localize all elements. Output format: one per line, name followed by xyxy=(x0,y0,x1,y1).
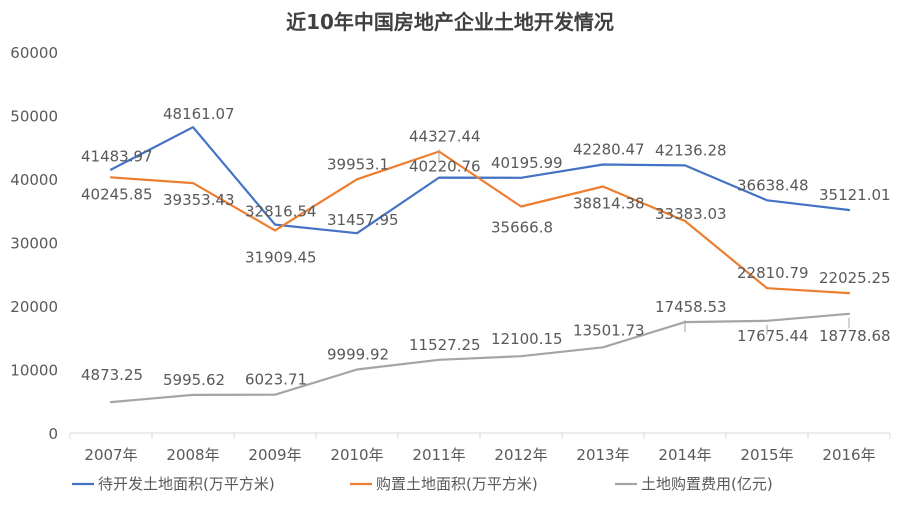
data-label: 5995.62 xyxy=(163,371,225,389)
data-label: 42280.47 xyxy=(573,141,645,159)
data-label: 32816.54 xyxy=(245,203,317,221)
x-tick-label: 2009年 xyxy=(248,446,301,464)
data-label: 33383.03 xyxy=(655,205,727,223)
data-label: 13501.73 xyxy=(573,321,645,339)
data-label: 48161.07 xyxy=(163,105,235,123)
legend-label: 待开发土地面积(万平方米) xyxy=(98,475,275,493)
x-tick-label: 2015年 xyxy=(740,446,793,464)
x-tick-label: 2008年 xyxy=(166,446,219,464)
y-tick-label: 20000 xyxy=(10,298,58,316)
data-label: 38814.38 xyxy=(573,195,645,213)
data-label: 22025.25 xyxy=(819,269,891,287)
data-label: 35121.01 xyxy=(819,186,891,204)
data-label: 36638.48 xyxy=(737,176,809,194)
data-label: 31909.45 xyxy=(245,248,317,266)
x-tick-label: 2010年 xyxy=(330,446,383,464)
data-label: 44327.44 xyxy=(409,128,481,146)
x-tick-label: 2016年 xyxy=(822,446,875,464)
data-label: 18778.68 xyxy=(819,327,891,345)
data-label: 4873.25 xyxy=(81,366,143,384)
data-label: 41483.97 xyxy=(81,148,153,166)
x-tick-label: 2011年 xyxy=(412,446,465,464)
data-label: 17675.44 xyxy=(737,327,809,345)
y-tick-label: 60000 xyxy=(10,44,58,62)
data-label: 31457.95 xyxy=(327,211,399,229)
legend-label: 购置土地面积(万平方米) xyxy=(376,475,538,493)
data-label: 39353.43 xyxy=(163,191,235,209)
data-label: 39953.1 xyxy=(327,155,389,173)
data-label: 6023.71 xyxy=(245,371,307,389)
data-label: 11527.25 xyxy=(409,336,481,354)
y-tick-label: 40000 xyxy=(10,171,58,189)
y-tick-label: 30000 xyxy=(10,235,58,253)
data-label: 17458.53 xyxy=(655,298,727,316)
data-label: 12100.15 xyxy=(491,330,563,348)
legend-label: 土地购置费用(亿元) xyxy=(641,475,773,493)
y-tick-label: 0 xyxy=(48,425,58,443)
data-label: 40220.76 xyxy=(409,158,481,176)
y-tick-label: 10000 xyxy=(10,362,58,380)
x-tick-label: 2007年 xyxy=(84,446,137,464)
x-tick-label: 2013年 xyxy=(576,446,629,464)
data-label: 22810.79 xyxy=(737,264,809,282)
y-tick-label: 50000 xyxy=(10,108,58,126)
data-label: 40245.85 xyxy=(81,185,153,203)
data-label: 40195.99 xyxy=(491,154,563,172)
x-tick-label: 2012年 xyxy=(494,446,547,464)
data-label: 9999.92 xyxy=(327,346,389,364)
data-label: 35666.8 xyxy=(491,219,553,237)
x-tick-label: 2014年 xyxy=(658,446,711,464)
data-label: 42136.28 xyxy=(655,141,727,159)
